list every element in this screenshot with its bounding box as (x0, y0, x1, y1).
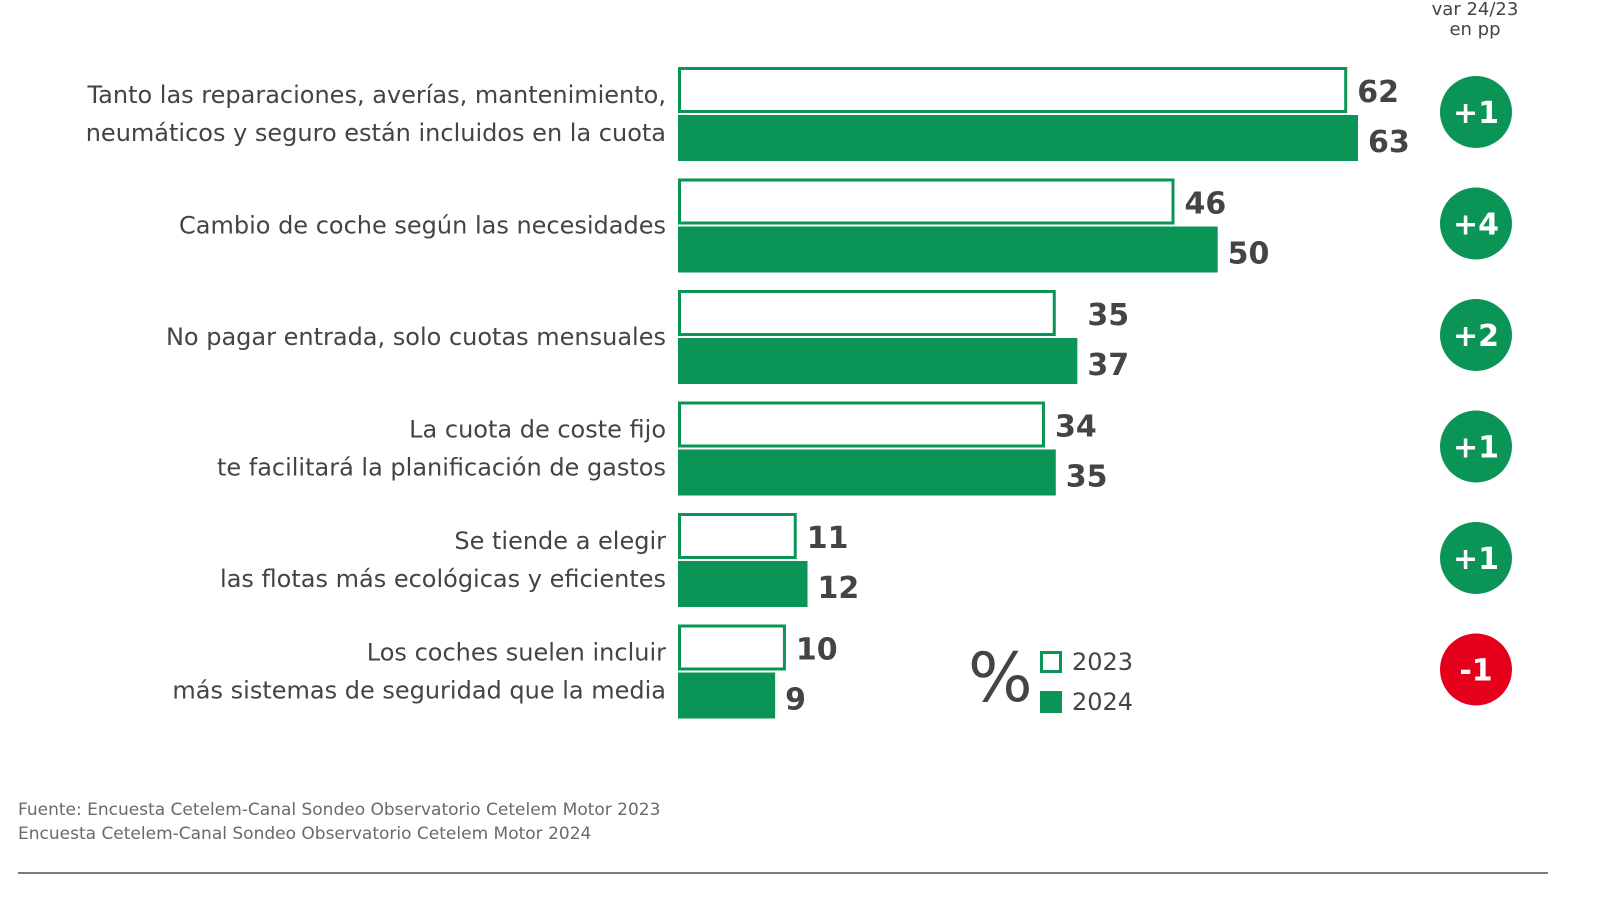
source-line-2: Encuesta Cetelem-Canal Sondeo Observator… (18, 824, 592, 844)
legend-item-2024: 2024 (1040, 687, 1133, 717)
bottom-rule (18, 872, 1548, 874)
value-label-2024: 63 (1368, 125, 1410, 160)
category-label: Tanto las reparaciones, averías, manteni… (86, 81, 666, 109)
bar-2023 (678, 67, 1348, 113)
bar-2024 (678, 226, 1218, 273)
value-label-2023: 35 (1087, 298, 1129, 333)
variation-badge (1440, 76, 1512, 148)
legend: % 2023 2024 (968, 639, 1168, 725)
value-label-2024: 9 (785, 683, 806, 718)
value-label-2023: 62 (1357, 75, 1399, 110)
variation-badge (1440, 299, 1512, 371)
legend-label-2024: 2024 (1072, 688, 1134, 716)
variation-label: +4 (1453, 208, 1499, 243)
category-label: más sistemas de seguridad que la media (172, 677, 666, 705)
variation-badge (1440, 410, 1512, 483)
bar-2023 (678, 513, 797, 559)
value-label-2023: 34 (1055, 410, 1097, 445)
value-label-2023: 46 (1185, 187, 1227, 222)
variation-label: +1 (1453, 542, 1499, 577)
bar-2023 (678, 290, 1056, 336)
variation-label: +2 (1453, 319, 1499, 354)
bar-2024 (678, 449, 1056, 496)
bar-2023 (678, 401, 1045, 448)
category-label: te facilitará la planificación de gastos (217, 454, 666, 482)
legend-label-2023: 2023 (1072, 648, 1134, 676)
variation-header: var 24/23 en pp (1420, 0, 1530, 40)
value-label-2023: 11 (807, 521, 849, 556)
value-label-2024: 37 (1087, 348, 1129, 383)
variation-badge (1440, 187, 1512, 260)
bar-2024 (678, 115, 1358, 161)
category-label: Los coches suelen incluir (367, 639, 666, 667)
bar-2023 (678, 624, 786, 671)
category-label: neumáticos y seguro están incluidos en l… (86, 119, 666, 147)
variation-label: +1 (1453, 431, 1499, 466)
category-label: No pagar entrada, solo cuotas mensuales (166, 323, 666, 351)
category-label: Se tiende a elegir (454, 527, 666, 555)
value-label-2024: 12 (818, 571, 860, 606)
legend-swatch-2024 (1040, 691, 1062, 713)
variation-badge (1440, 522, 1512, 594)
legend-item-2023: 2023 (1040, 647, 1133, 677)
variation-badge (1440, 633, 1512, 706)
percent-symbol: % (968, 639, 1033, 718)
value-label-2024: 50 (1228, 237, 1270, 272)
legend-swatch-2023 (1040, 651, 1062, 673)
variation-label: +1 (1453, 96, 1499, 131)
category-label: Cambio de coche según las necesidades (179, 212, 666, 240)
category-label: las flotas más ecológicas y eficientes (220, 565, 666, 593)
bar-2024 (678, 338, 1078, 384)
value-label-2023: 10 (796, 633, 838, 668)
category-label: La cuota de coste fijo (409, 416, 666, 444)
variation-header-line1: var 24/23 (1431, 0, 1519, 20)
bar-2023 (678, 178, 1175, 225)
source-line-1: Fuente: Encuesta Cetelem-Canal Sondeo Ob… (18, 800, 661, 820)
bar-2024 (678, 561, 808, 607)
variation-label: -1 (1459, 654, 1492, 689)
bar-2024 (678, 672, 776, 719)
value-label-2024: 35 (1066, 460, 1108, 495)
variation-header-line2: en pp (1449, 19, 1501, 40)
source-note: Fuente: Encuesta Cetelem-Canal Sondeo Ob… (18, 798, 918, 846)
bar-chart: 62 63 Tanto las reparaciones, averías, man… (86, 67, 1512, 719)
